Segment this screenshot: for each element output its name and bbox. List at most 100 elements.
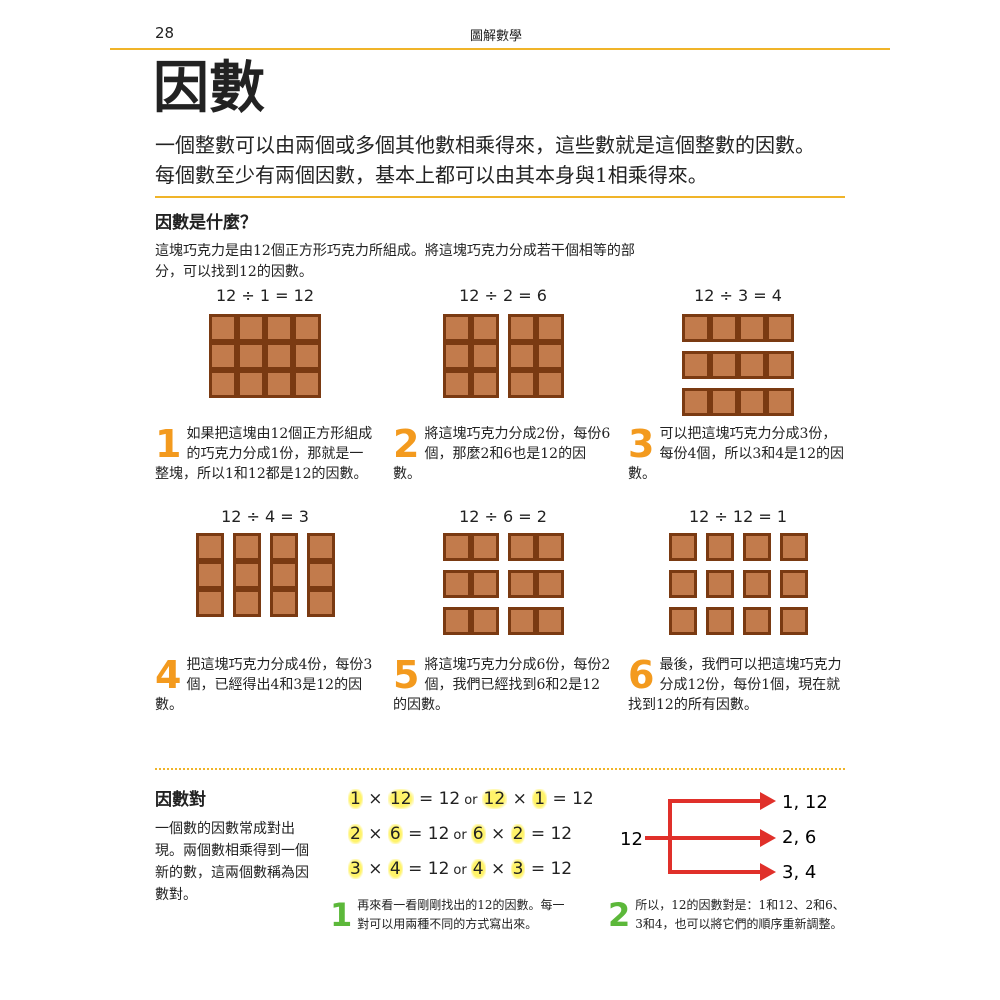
- intro-line: 每個數至少有兩個因數，基本上都可以由其本身與1相乘得來。: [155, 163, 708, 187]
- chocolate-part: [668, 607, 697, 635]
- intro-line: 一個整數可以由兩個或多個其他數相乘得來，這些數就是這個整數的因數。: [155, 133, 815, 157]
- running-header: 圖解數學: [470, 29, 523, 44]
- chocolate-bar: [442, 314, 564, 398]
- chocolate-part: [779, 607, 808, 635]
- step-number: 1: [155, 422, 182, 466]
- chocolate-square: [779, 533, 808, 561]
- arrow-head: [760, 792, 776, 810]
- times: ×: [512, 789, 527, 809]
- dotted-divider: [155, 768, 845, 770]
- chocolate-square: [738, 351, 766, 379]
- chocolate-square: [507, 533, 536, 561]
- chocolate-part: [507, 570, 564, 598]
- chocolate-part: [779, 533, 808, 561]
- step-number: 6: [628, 653, 655, 697]
- equals: = 12: [530, 859, 573, 879]
- factor: 1: [532, 789, 548, 809]
- division-equation: 12 ÷ 1 = 12: [215, 286, 315, 305]
- factor-pair-row: 3 × 4 = 12 or 4 × 3 = 12: [348, 859, 572, 879]
- equals: = 12: [408, 859, 450, 879]
- chocolate-part: [442, 607, 499, 635]
- division-equation: 12 ÷ 2 = 6: [459, 286, 547, 305]
- factor-pair-row: 1 × 12 = 12 or 12 × 1 = 12: [348, 789, 594, 809]
- page-title: 因數: [153, 56, 265, 121]
- chocolate-part: [742, 570, 771, 598]
- chocolate-square: [265, 314, 293, 342]
- chocolate-square: [682, 314, 710, 342]
- chocolate-square: [269, 533, 298, 561]
- chocolate-square: [779, 607, 808, 635]
- chocolate-square: [195, 589, 224, 617]
- equals: = 12: [552, 789, 594, 809]
- chocolate-part: [705, 607, 734, 635]
- chocolate-bar: [668, 533, 808, 635]
- chocolate-square: [470, 370, 499, 398]
- caption-text: 如果把這塊由12個正方形組成的巧克力分成1份，那就是一整塊，所以1和12都是12…: [155, 426, 373, 482]
- factor: 12: [387, 789, 414, 809]
- panel-caption: 6 最後，我們可以把這塊巧克力分成12份，每份1個，現在就找到12的所有因數。: [628, 655, 848, 715]
- caption-text: 可以把這塊巧克力分成3份，每份4個，所以3和4是12的因數。: [628, 426, 844, 482]
- chocolate-square: [237, 370, 265, 398]
- step-number: 2: [393, 422, 420, 466]
- chocolate-part: [306, 533, 335, 617]
- chocolate-square: [470, 342, 499, 370]
- factor: 4: [387, 859, 403, 879]
- factor: 3: [510, 859, 526, 879]
- caption-text: 將這塊巧克力分成2份，每份6個，那麼2和6也是12的因數。: [393, 426, 611, 482]
- chocolate-square: [470, 570, 499, 598]
- times: ×: [490, 859, 506, 879]
- chocolate-square: [668, 570, 697, 598]
- chocolate-part: [442, 314, 499, 398]
- division-equation: 12 ÷ 4 = 3: [221, 507, 309, 526]
- step-2: 2 所以，12的因數對是：1和12、2和6、3和4，也可以將它們的順序重新調整。: [608, 896, 848, 934]
- chocolate-square: [232, 561, 261, 589]
- panel-caption: 2 將這塊巧克力分成2份，每份6個，那麼2和6也是12的因數。: [393, 424, 613, 484]
- chocolate-part: [507, 533, 564, 561]
- chocolate-part: [442, 570, 499, 598]
- chocolate-square: [265, 342, 293, 370]
- times: ×: [490, 824, 506, 844]
- panel-caption: 3 可以把這塊巧克力分成3份，每份4個，所以3和4是12的因數。: [628, 424, 848, 484]
- caption-text: 將這塊巧克力分成6份，每份2個，我們已經找到6和2是12的因數。: [393, 657, 611, 713]
- factor: 2: [348, 824, 363, 844]
- step-number: 5: [393, 653, 420, 697]
- factor: 2: [510, 824, 526, 844]
- chocolate-square: [742, 607, 771, 635]
- chocolate-square: [269, 589, 298, 617]
- chocolate-square: [470, 607, 499, 635]
- chocolate-part: [705, 570, 734, 598]
- chocolate-square: [738, 388, 766, 416]
- chocolate-part: [668, 533, 697, 561]
- chocolate-square: [535, 607, 564, 635]
- section-heading: 因數是什麼？: [155, 213, 257, 233]
- chocolate-part: [682, 351, 794, 379]
- page-number: 28: [155, 24, 175, 42]
- step-number: 1: [330, 896, 353, 934]
- chocolate-square: [265, 370, 293, 398]
- times: ×: [368, 789, 383, 809]
- chocolate-square: [306, 533, 335, 561]
- chocolate-square: [470, 533, 499, 561]
- factor-pairs-heading: 因數對: [155, 790, 206, 810]
- caption-text: 把這塊巧克力分成4份，每份3個，已經得出4和3是12的因數。: [155, 657, 373, 713]
- chocolate-part: [232, 533, 261, 617]
- factor: 12: [481, 789, 508, 809]
- equals: = 12: [530, 824, 573, 844]
- chocolate-square: [535, 314, 564, 342]
- step-number: 2: [608, 896, 631, 934]
- intro: 一個整數可以由兩個或多個其他數相乘得來，這些數就是這個整數的因數。 每個數至少有…: [155, 130, 815, 190]
- chocolate-square: [232, 589, 261, 617]
- chocolate-bar: [209, 314, 321, 398]
- chocolate-square: [306, 589, 335, 617]
- chocolate-square: [742, 570, 771, 598]
- chocolate-square: [710, 351, 738, 379]
- chocolate-square: [742, 533, 771, 561]
- panel-caption: 4 把這塊巧克力分成4份，每份3個，已經得出4和3是12的因數。: [155, 655, 375, 715]
- chocolate-bar: [442, 533, 564, 635]
- chocolate-square: [442, 314, 471, 342]
- equals: = 12: [418, 789, 461, 809]
- chocolate-part: [742, 607, 771, 635]
- chocolate-square: [442, 342, 471, 370]
- division-equation: 12 ÷ 3 = 4: [694, 286, 782, 305]
